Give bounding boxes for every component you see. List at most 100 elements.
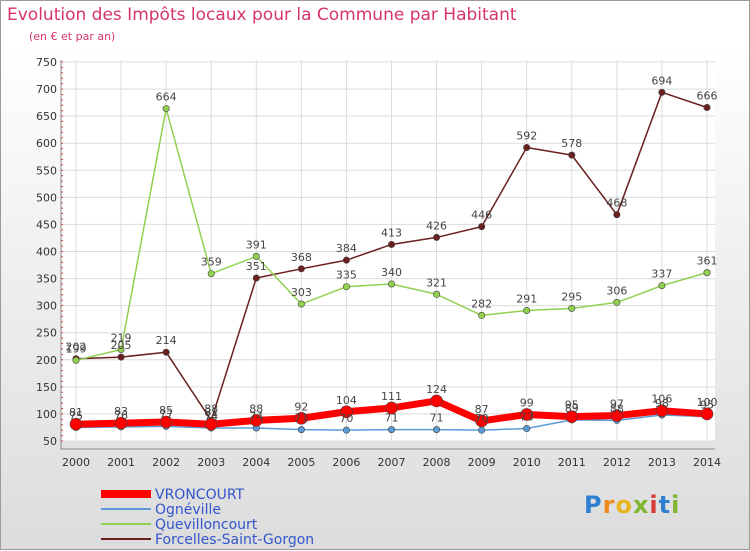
data-label: 303 bbox=[291, 286, 312, 299]
data-point bbox=[295, 411, 308, 425]
data-label: 306 bbox=[606, 284, 627, 297]
data-point bbox=[433, 233, 441, 241]
data-label: 468 bbox=[606, 197, 627, 210]
data-label: 664 bbox=[156, 91, 177, 104]
y-tick-label: 350 bbox=[36, 273, 57, 286]
data-point bbox=[162, 105, 170, 113]
data-label: 88 bbox=[204, 402, 218, 415]
legend-label: Quevilloncourt bbox=[155, 517, 258, 533]
logo-letter: i bbox=[671, 491, 681, 519]
chart-title: Evolution des Impôts locaux pour la Comm… bbox=[7, 5, 517, 25]
y-tick-label: 600 bbox=[36, 137, 57, 150]
data-point bbox=[249, 414, 263, 427]
data-label: 291 bbox=[516, 293, 537, 306]
data-point bbox=[297, 300, 305, 308]
y-tick-label: 650 bbox=[36, 110, 57, 123]
logo-letter: P bbox=[584, 491, 603, 519]
data-point bbox=[523, 425, 531, 433]
data-label: 92 bbox=[294, 400, 308, 413]
data-point bbox=[568, 304, 576, 312]
data-point bbox=[610, 409, 624, 422]
data-label: 446 bbox=[471, 209, 492, 222]
data-point bbox=[252, 252, 260, 260]
x-tick-label: 2001 bbox=[107, 456, 135, 469]
data-point bbox=[475, 414, 488, 428]
data-point bbox=[207, 270, 215, 278]
data-point bbox=[342, 256, 350, 264]
data-label: 295 bbox=[561, 290, 582, 303]
data-label: 361 bbox=[697, 255, 718, 268]
data-label: 71 bbox=[294, 412, 308, 425]
data-label: 426 bbox=[426, 219, 447, 232]
data-label: 335 bbox=[336, 269, 357, 282]
x-tick-label: 2008 bbox=[423, 456, 451, 469]
data-point bbox=[340, 405, 353, 419]
proxiti-logo: Proxiti bbox=[584, 491, 680, 519]
data-label: 666 bbox=[697, 89, 718, 102]
data-point bbox=[658, 88, 666, 96]
data-point bbox=[297, 426, 305, 434]
y-tick-label: 450 bbox=[36, 218, 57, 231]
data-label: 75 bbox=[69, 409, 83, 422]
data-point bbox=[568, 151, 576, 159]
data-label: 76 bbox=[114, 409, 128, 422]
data-label: 124 bbox=[426, 383, 447, 396]
data-label: 592 bbox=[516, 130, 537, 143]
data-point bbox=[342, 426, 350, 434]
data-label: 98 bbox=[655, 397, 669, 410]
data-label: 282 bbox=[471, 297, 492, 310]
x-tick-label: 2005 bbox=[287, 456, 315, 469]
data-label: 214 bbox=[156, 334, 177, 347]
y-tick-label: 700 bbox=[36, 83, 57, 96]
data-label: 202 bbox=[66, 341, 87, 354]
data-point bbox=[342, 283, 350, 291]
data-point bbox=[387, 426, 395, 434]
data-label: 71 bbox=[385, 412, 399, 425]
y-tick-label: 500 bbox=[36, 191, 57, 204]
data-point bbox=[478, 311, 486, 319]
x-tick-label: 2012 bbox=[603, 456, 631, 469]
data-label: 95 bbox=[700, 399, 714, 412]
x-tick-label: 2013 bbox=[648, 456, 676, 469]
data-point bbox=[433, 290, 441, 298]
data-point bbox=[433, 426, 441, 434]
data-label: 384 bbox=[336, 242, 357, 255]
data-label: 88 bbox=[610, 402, 624, 415]
data-point bbox=[613, 298, 621, 306]
data-label: 83 bbox=[114, 405, 128, 418]
data-label: 95 bbox=[565, 399, 579, 412]
data-label: 578 bbox=[561, 137, 582, 150]
data-label: 340 bbox=[381, 266, 402, 279]
data-label: 87 bbox=[475, 403, 489, 416]
x-tick-label: 2002 bbox=[152, 456, 180, 469]
data-label: 199 bbox=[66, 342, 87, 355]
x-tick-label: 2010 bbox=[513, 456, 541, 469]
data-label: 99 bbox=[520, 396, 534, 409]
logo-letter: i bbox=[649, 491, 659, 519]
data-point bbox=[204, 417, 218, 431]
data-point bbox=[385, 401, 398, 415]
y-tick-label: 250 bbox=[36, 327, 57, 340]
data-label: 89 bbox=[565, 402, 579, 415]
data-point bbox=[478, 426, 486, 434]
data-point bbox=[703, 103, 711, 111]
x-tick-label: 2004 bbox=[242, 456, 270, 469]
data-point bbox=[252, 274, 260, 282]
chart-subtitle: (en € et par an) bbox=[29, 30, 116, 43]
x-tick-label: 2014 bbox=[693, 456, 721, 469]
data-point bbox=[565, 410, 579, 423]
y-tick-label: 300 bbox=[36, 300, 57, 313]
logo-letter: x bbox=[632, 491, 650, 519]
data-label: 81 bbox=[204, 406, 218, 419]
data-point bbox=[387, 280, 395, 288]
data-point bbox=[117, 353, 125, 361]
data-point bbox=[117, 345, 125, 353]
data-point bbox=[520, 408, 534, 421]
y-tick-label: 50 bbox=[43, 435, 57, 448]
data-label: 70 bbox=[339, 412, 353, 425]
data-point bbox=[523, 307, 531, 315]
y-tick-label: 100 bbox=[36, 408, 57, 421]
y-tick-label: 550 bbox=[36, 164, 57, 177]
legend-label: Ognéville bbox=[155, 502, 221, 518]
